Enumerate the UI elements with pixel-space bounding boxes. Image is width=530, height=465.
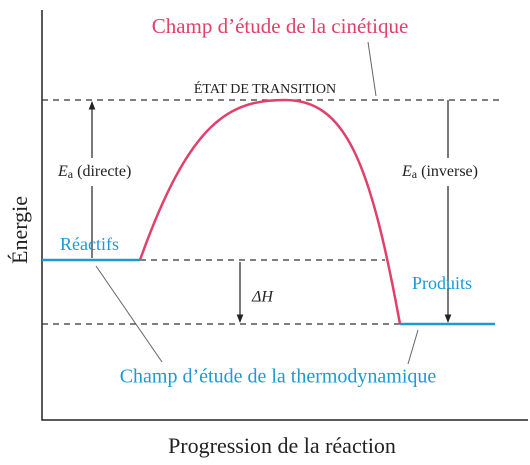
ea-forward-label: Ea (directe): [57, 163, 131, 181]
delta-h-label: ΔH: [251, 289, 274, 306]
thermo-title: Champ d’étude de la thermodynamique: [120, 366, 437, 388]
leader-line: [95, 265, 163, 363]
x-axis-label: Progression de la réaction: [168, 433, 396, 458]
transition-label: ÉTAT DE TRANSITION: [194, 80, 336, 97]
y-axis-label: Énergie: [7, 196, 32, 264]
axes: [41, 10, 528, 421]
reactants-label: Réactifs: [60, 234, 119, 254]
products-label: Produits: [412, 273, 472, 293]
leader-line: [367, 41, 377, 97]
kinetics-title: Champ d’étude de la cinétique: [152, 14, 409, 38]
reaction-curve: [138, 98, 402, 325]
leader-line: [407, 329, 419, 365]
ea-reverse-label: Ea (inverse): [401, 163, 478, 181]
